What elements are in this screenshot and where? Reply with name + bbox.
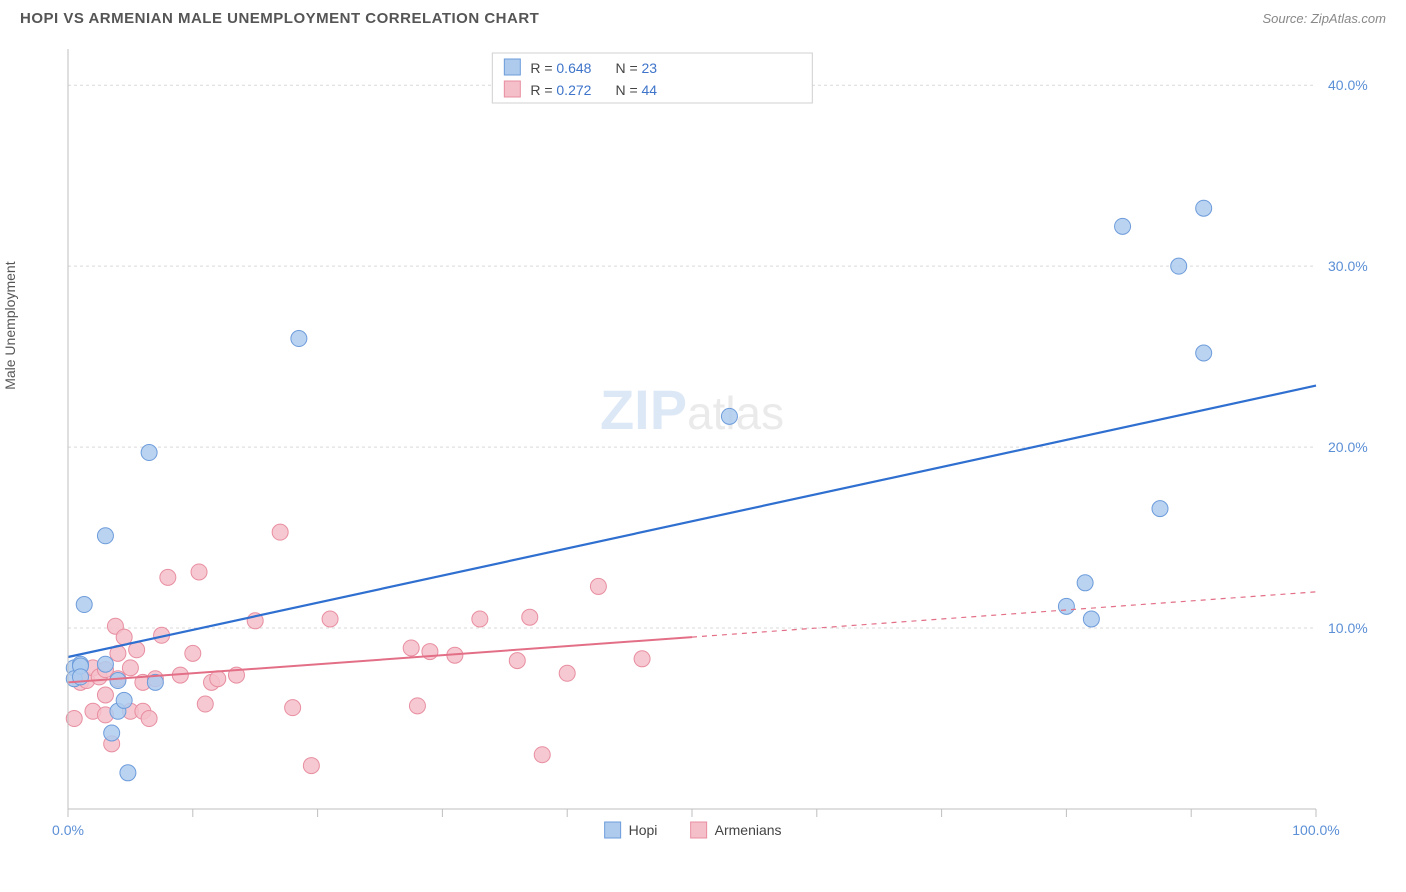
y-tick-label: 40.0% (1328, 77, 1368, 93)
data-point-armenians (141, 711, 157, 727)
data-point-armenians (122, 660, 138, 676)
data-point-armenians (197, 696, 213, 712)
source-name: ZipAtlas.com (1311, 11, 1386, 26)
data-point-armenians (322, 611, 338, 627)
data-point-hopi (1115, 218, 1131, 234)
legend-swatch-armenians (504, 81, 520, 97)
data-point-hopi (1171, 258, 1187, 274)
data-point-armenians (403, 640, 419, 656)
legend-swatch-hopi (504, 59, 520, 75)
data-point-armenians (472, 611, 488, 627)
data-point-armenians (534, 747, 550, 763)
data-point-hopi (97, 528, 113, 544)
data-point-armenians (522, 609, 538, 625)
data-point-hopi (110, 673, 126, 689)
data-point-hopi (76, 597, 92, 613)
y-tick-label: 30.0% (1328, 258, 1368, 274)
data-point-hopi (141, 445, 157, 461)
data-point-armenians (185, 645, 201, 661)
data-point-armenians (191, 564, 207, 580)
data-point-armenians (272, 524, 288, 540)
trend-line-armenians (68, 637, 692, 682)
source-attribution: Source: ZipAtlas.com (1262, 11, 1386, 26)
data-point-armenians (509, 653, 525, 669)
data-point-armenians (97, 687, 113, 703)
data-point-armenians (303, 758, 319, 774)
data-point-hopi (97, 656, 113, 672)
trend-line-hopi (68, 386, 1316, 657)
chart-svg: 10.0%20.0%30.0%40.0%ZIPatlas0.0%100.0%R … (20, 31, 1386, 861)
legend-swatch-hopi (605, 822, 621, 838)
y-tick-label: 20.0% (1328, 439, 1368, 455)
chart-title: HOPI VS ARMENIAN MALE UNEMPLOYMENT CORRE… (20, 10, 539, 27)
data-point-hopi (1152, 501, 1168, 517)
data-point-armenians (559, 665, 575, 681)
data-point-hopi (1196, 345, 1212, 361)
data-point-armenians (210, 671, 226, 687)
data-point-hopi (1077, 575, 1093, 591)
legend-label-armenians: Armenians (715, 822, 782, 838)
data-point-armenians (409, 698, 425, 714)
data-point-hopi (116, 692, 132, 708)
x-tick-label: 0.0% (52, 822, 84, 838)
data-point-hopi (104, 725, 120, 741)
data-point-armenians (590, 578, 606, 594)
data-point-hopi (721, 408, 737, 424)
data-point-armenians (66, 711, 82, 727)
y-tick-label: 10.0% (1328, 620, 1368, 636)
y-axis-label: Male Unemployment (2, 261, 18, 389)
watermark: ZIPatlas (600, 378, 784, 441)
scatter-chart: Male Unemployment 10.0%20.0%30.0%40.0%ZI… (20, 31, 1386, 861)
data-point-armenians (160, 569, 176, 585)
legend-swatch-armenians (691, 822, 707, 838)
data-point-hopi (1196, 200, 1212, 216)
data-point-armenians (285, 700, 301, 716)
trend-line-armenians-ext (692, 592, 1316, 637)
source-prefix: Source: (1262, 11, 1310, 26)
data-point-hopi (1083, 611, 1099, 627)
legend-label-hopi: Hopi (629, 822, 658, 838)
data-point-hopi (120, 765, 136, 781)
chart-header: HOPI VS ARMENIAN MALE UNEMPLOYMENT CORRE… (20, 10, 1386, 27)
data-point-hopi (1058, 598, 1074, 614)
data-point-hopi (291, 331, 307, 347)
x-tick-label: 100.0% (1292, 822, 1339, 838)
data-point-armenians (634, 651, 650, 667)
